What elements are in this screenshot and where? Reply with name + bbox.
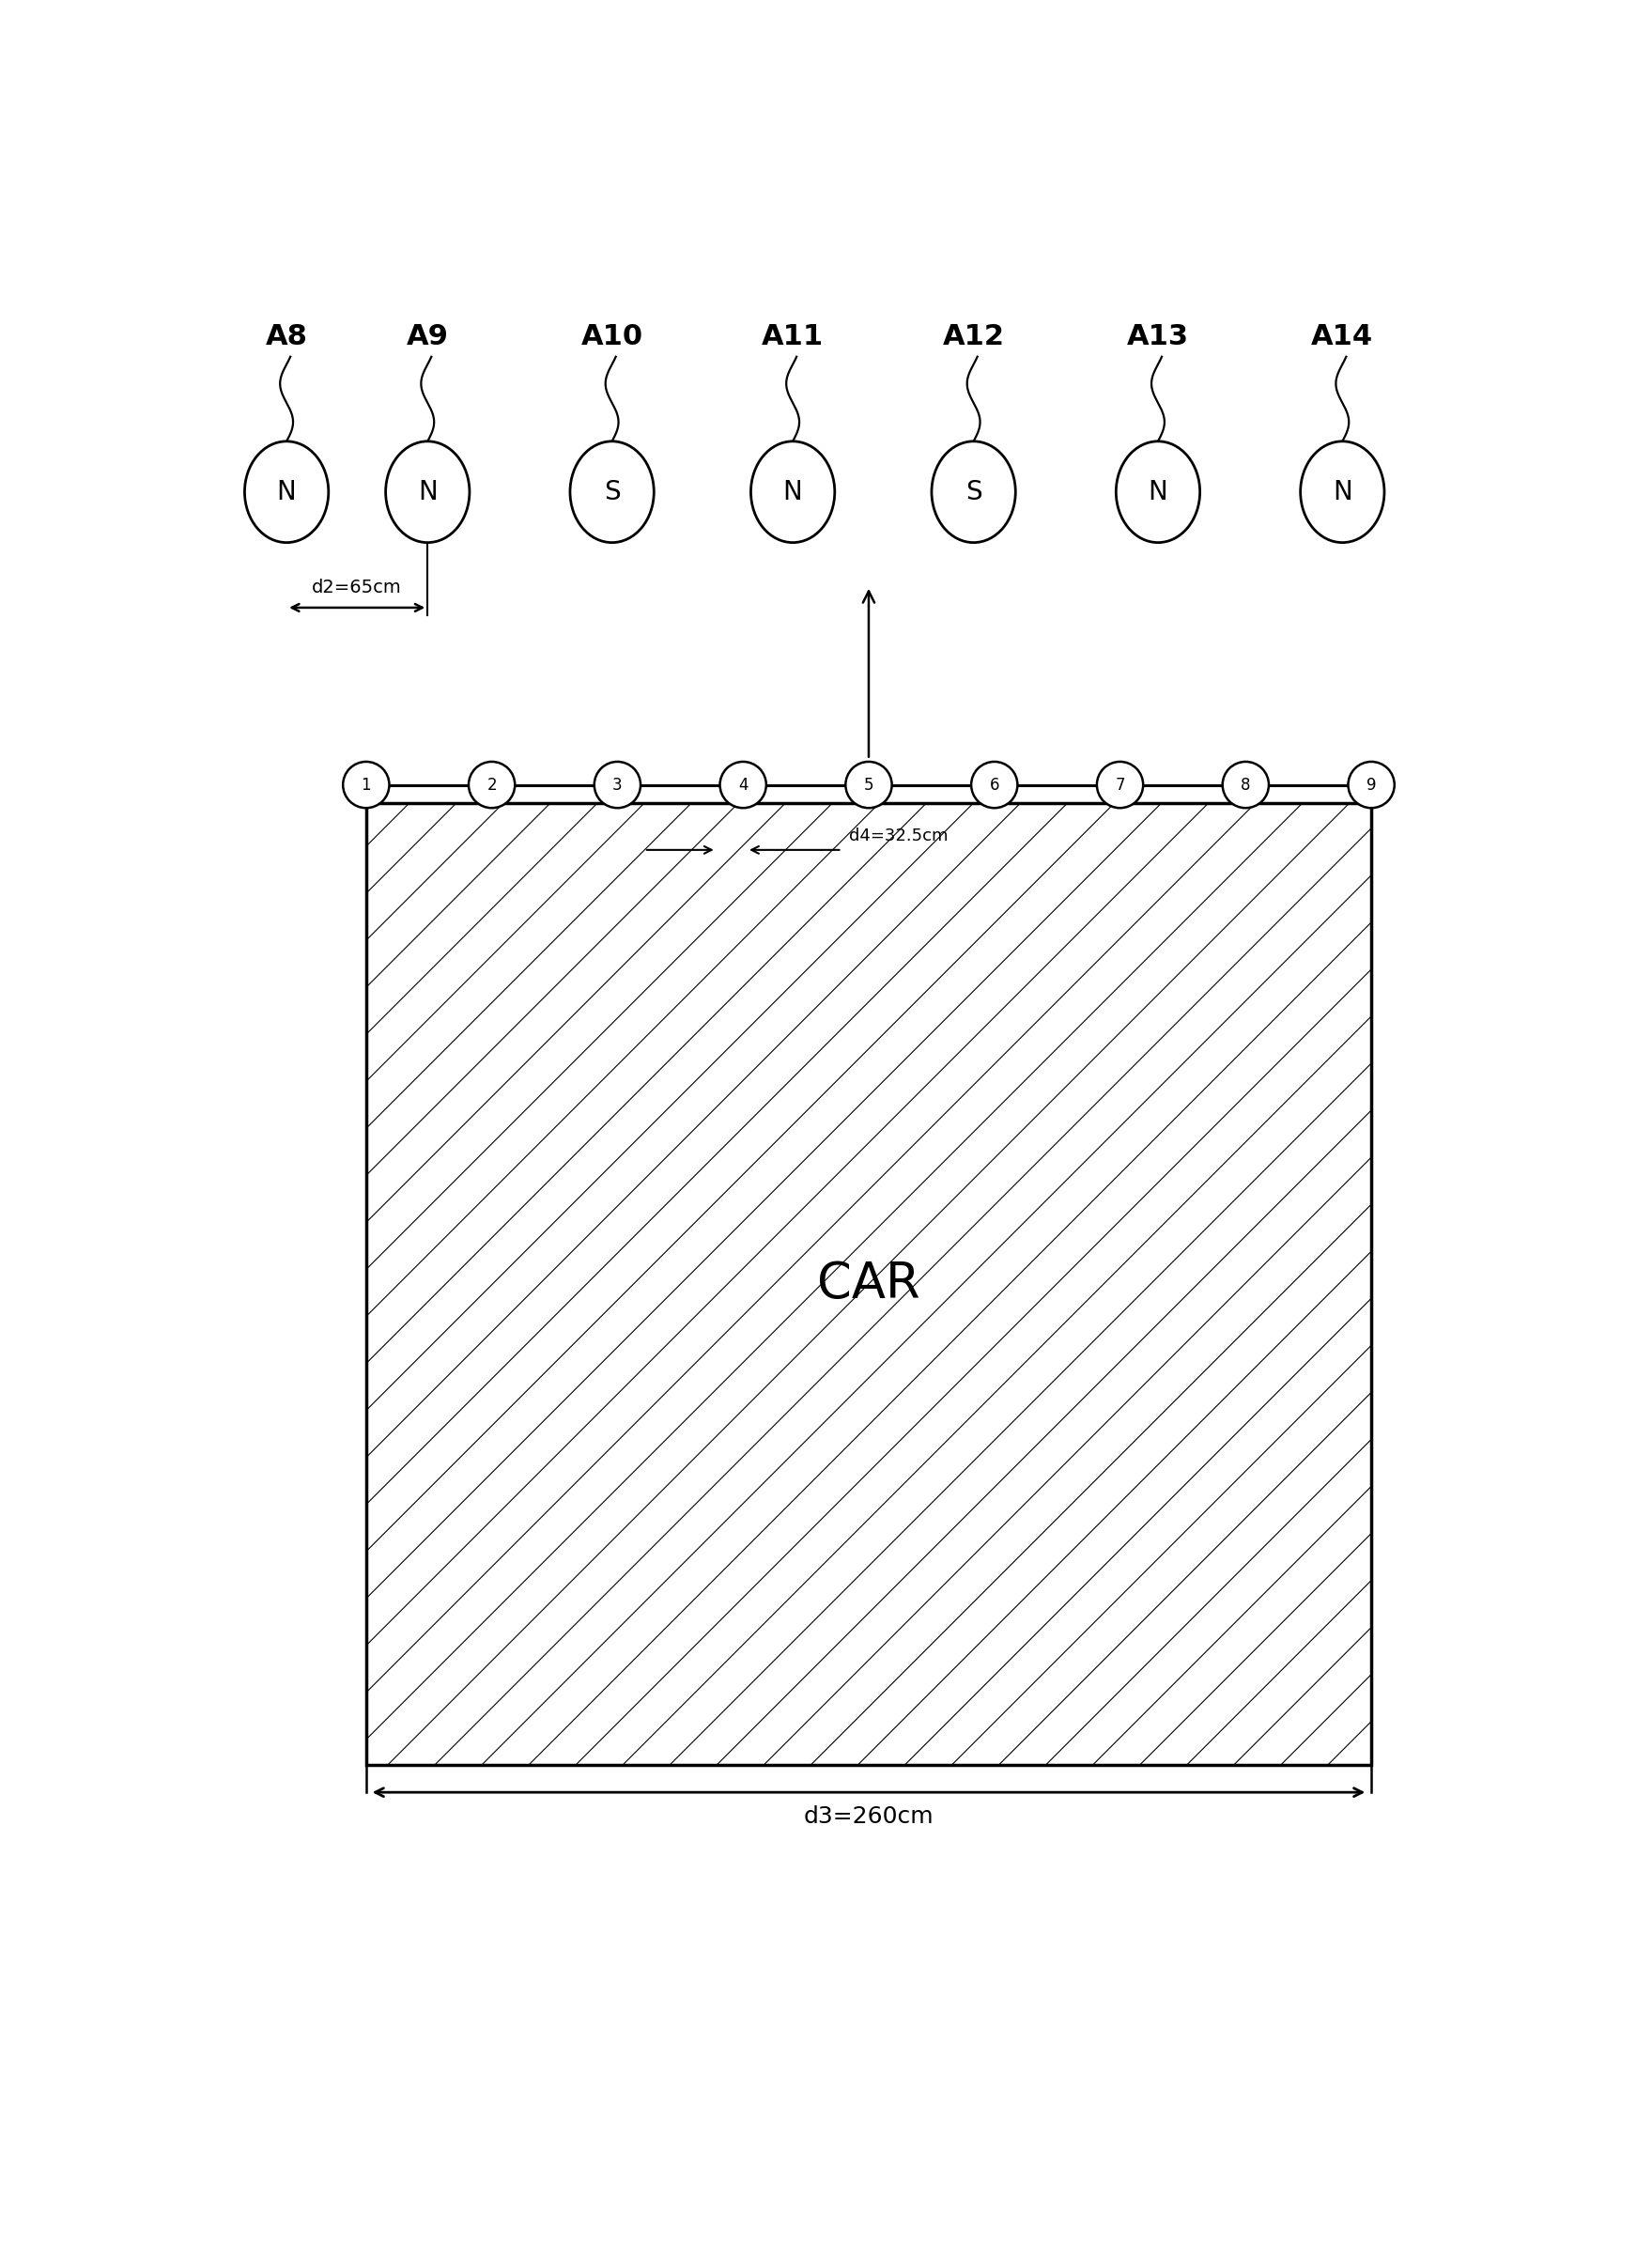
Ellipse shape (469, 763, 515, 807)
Ellipse shape (385, 442, 469, 543)
Text: 1: 1 (362, 776, 372, 794)
Ellipse shape (750, 442, 834, 543)
Text: 6: 6 (990, 776, 999, 794)
Text: A11: A11 (762, 323, 824, 350)
Ellipse shape (1117, 442, 1199, 543)
Text: d2=65cm: d2=65cm (312, 579, 401, 597)
Text: d3=260cm: d3=260cm (803, 1806, 933, 1828)
Text: d4=32.5cm: d4=32.5cm (849, 828, 948, 843)
Text: A14: A14 (1312, 323, 1373, 350)
Text: 5: 5 (864, 776, 874, 794)
Ellipse shape (570, 442, 654, 543)
Text: N: N (1333, 478, 1351, 505)
Ellipse shape (244, 442, 329, 543)
Text: 2: 2 (487, 776, 497, 794)
Text: S: S (603, 478, 620, 505)
Text: 3: 3 (613, 776, 623, 794)
Text: CAR: CAR (818, 1261, 920, 1308)
Text: N: N (1148, 478, 1168, 505)
Text: 7: 7 (1115, 776, 1125, 794)
Ellipse shape (720, 763, 767, 807)
Text: 9: 9 (1366, 776, 1376, 794)
Text: A9: A9 (406, 323, 449, 350)
Ellipse shape (1348, 763, 1394, 807)
Text: A8: A8 (266, 323, 307, 350)
Text: 8: 8 (1241, 776, 1251, 794)
Text: A10: A10 (582, 323, 643, 350)
Ellipse shape (846, 763, 892, 807)
Text: N: N (418, 478, 438, 505)
Ellipse shape (1300, 442, 1384, 543)
Bar (367, 803, 1371, 1765)
Ellipse shape (595, 763, 641, 807)
Text: 4: 4 (738, 776, 748, 794)
Ellipse shape (1097, 763, 1143, 807)
Ellipse shape (971, 763, 1018, 807)
Ellipse shape (344, 763, 390, 807)
Text: N: N (783, 478, 803, 505)
Text: S: S (965, 478, 981, 505)
Text: A12: A12 (943, 323, 1004, 350)
Ellipse shape (1222, 763, 1269, 807)
Text: A13: A13 (1127, 323, 1189, 350)
Ellipse shape (932, 442, 1016, 543)
Text: N: N (278, 478, 296, 505)
